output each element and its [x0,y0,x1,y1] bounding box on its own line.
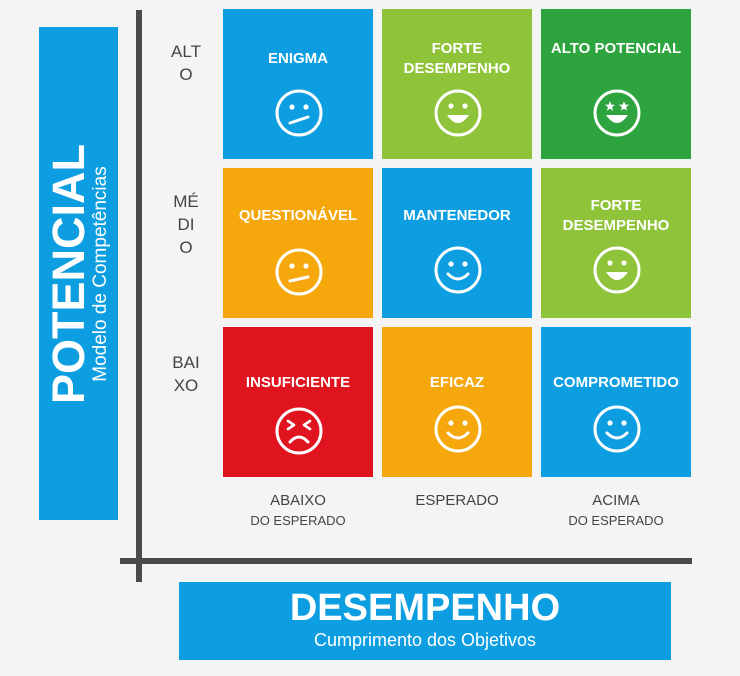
cell-eficaz: EFICAZ [382,327,532,477]
y-axis-line [136,10,142,582]
potencial-banner: POTENCIAL Modelo de Competências [39,27,118,520]
column-label-abaixo: ABAIXO DO ESPERADO [223,492,373,530]
cell-alto-potencial: ALTO POTENCIAL [541,9,691,159]
cell-enigma: ENIGMA [223,9,373,159]
column-label-acima: ACIMA DO ESPERADO [541,492,691,530]
smile-face-icon [434,246,482,294]
cell-label: MANTENEDOR [403,207,511,224]
cell-insuficiente: INSUFICIENTE [223,327,373,477]
upset-face-icon [275,407,323,455]
cell-forte-desempenho-mid: FORTE DESEMPENHO [541,168,691,318]
column-label-line1: ACIMA [592,492,640,509]
x-axis-line [120,558,692,564]
cell-label: EFICAZ [429,374,485,391]
cell-label: INSUFICIENTE [245,374,351,391]
cell-label: FORTE DESEMPENHO [403,40,511,77]
desempenho-subtitle: Cumprimento dos Objetivos [313,630,537,650]
desempenho-title: DESEMPENHO [289,587,561,629]
big-smile-face-icon [434,89,482,137]
potencial-subtitle: Modelo de Competências [89,165,111,382]
column-label-line1: ESPERADO [415,492,499,509]
column-label-line2: DO ESPERADO [568,513,664,528]
cell-label: ENIGMA [268,50,328,67]
desempenho-banner: DESEMPENHO Cumprimento dos Objetivos [179,582,671,660]
big-smile-face-icon [593,246,641,294]
smile-face-icon [434,405,482,453]
cell-comprometido: COMPROMETIDO [541,327,691,477]
cell-mantenedor: MANTENEDOR [382,168,532,318]
smile-face-icon [593,405,641,453]
potencial-title: POTENCIAL [42,143,94,404]
cell-label: ALTO POTENCIAL [550,40,682,57]
column-label-line1: ABAIXO [270,492,326,509]
row-label-alto: ALTO [171,42,201,84]
column-label-line2: DO ESPERADO [250,513,346,528]
row-label-medio: MÉDIO [173,192,199,257]
row-label-baixo: BAIXO [172,353,200,395]
cell-label: QUESTIONÁVEL [238,207,358,224]
star-eyes-face-icon [593,89,641,137]
cell-forte-desempenho-top: FORTE DESEMPENHO [382,9,532,159]
cell-label: FORTE DESEMPENHO [562,197,670,234]
column-label-esperado: ESPERADO [382,492,532,512]
cell-questionavel: QUESTIONÁVEL [223,168,373,318]
confused-face-icon [275,89,323,137]
cell-label: COMPROMETIDO [553,374,679,391]
skeptical-face-icon [275,248,323,296]
